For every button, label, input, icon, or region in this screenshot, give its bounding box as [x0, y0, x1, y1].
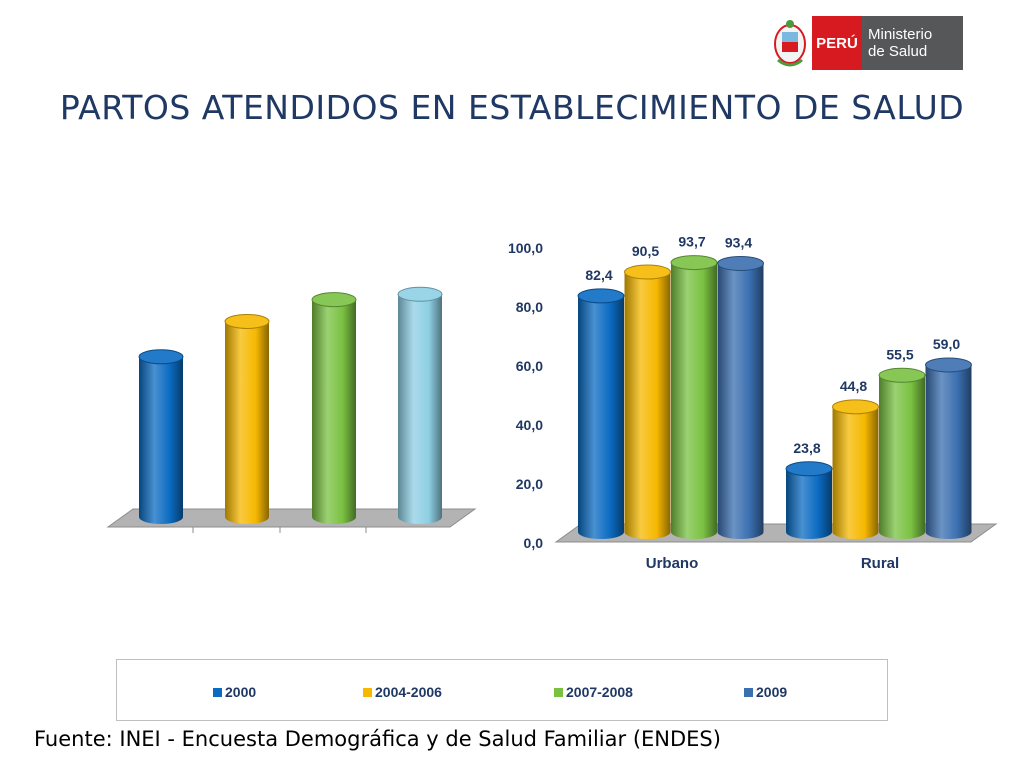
ministerio-logo: PERÚ Ministerio de Salud	[770, 14, 966, 72]
chart2-bar-Urbano-2000	[577, 288, 625, 539]
legend-item-2009: 2009	[744, 684, 787, 700]
legend-label-2009: 2009	[756, 684, 788, 700]
legend-item-2007-2008: 2007-2008	[554, 684, 633, 700]
legend-item-2000: 2000	[213, 684, 256, 700]
chart1-bar-2000	[138, 349, 184, 524]
legend-swatch-2007-2008	[554, 687, 563, 697]
logo-ministerio-line1: Ministerio	[868, 26, 933, 43]
page-title: PARTOS ATENDIDOS EN ESTABLECIMIENTO DE S…	[59, 88, 965, 127]
chart2-bar-Rural-2000	[785, 461, 833, 539]
logo-ministerio-line2: de Salud	[868, 43, 928, 60]
x-category-label: Rural	[861, 555, 899, 572]
chart1-bar-2007-2008	[311, 292, 357, 524]
y-tick-label: 20,0	[516, 476, 543, 492]
legend-label-2000: 2000	[225, 684, 257, 700]
data-label: 93,7	[678, 234, 705, 250]
source-note: Fuente: INEI - Encuesta Demográfica y de…	[34, 727, 721, 751]
y-tick-label: 100,0	[508, 240, 543, 256]
data-label: 23,8	[793, 440, 820, 456]
chart2-bar-Rural-2004-2006	[832, 399, 879, 539]
y-tick-label: 0,0	[524, 535, 544, 551]
legend-swatch-2004-2006	[363, 687, 372, 697]
chart2-bar-Rural-2007-2008	[878, 367, 926, 539]
logo-peru-label: PERÚ	[812, 16, 862, 70]
legend-item-2004-2006: 2004-2006	[363, 684, 442, 700]
chart1-bar-2004-2006	[224, 313, 270, 524]
legend-swatch-2000	[213, 687, 222, 697]
y-tick-label: 40,0	[516, 417, 543, 433]
logo-ministerio-label: Ministerio de Salud	[862, 16, 963, 70]
data-label: 93,4	[725, 234, 752, 250]
chart1-bar-2009	[397, 286, 443, 524]
chart2-bar-Urbano-2004-2006	[624, 264, 671, 539]
chart2-bar-Rural-2009	[925, 357, 972, 539]
y-tick-label: 60,0	[516, 358, 543, 374]
coat-of-arms-icon	[774, 20, 806, 67]
y-tick-label: 80,0	[516, 299, 543, 315]
x-category-label: Urbano	[646, 555, 699, 572]
data-label: 90,5	[632, 243, 659, 259]
data-label: 59,0	[933, 336, 960, 352]
chart2-bar-Urbano-2009	[717, 255, 764, 539]
legend-label-2004-2006: 2004-2006	[375, 684, 442, 700]
data-label: 44,8	[840, 378, 867, 394]
data-label: 55,5	[886, 346, 913, 362]
data-label: 82,4	[585, 267, 612, 283]
legend-label-2007-2008: 2007-2008	[566, 684, 633, 700]
chart2-bar-Urbano-2007-2008	[670, 255, 718, 539]
legend-swatch-2009	[744, 687, 753, 697]
chart-legend: 2000 2004-2006 2007-2008 2009	[116, 659, 888, 721]
